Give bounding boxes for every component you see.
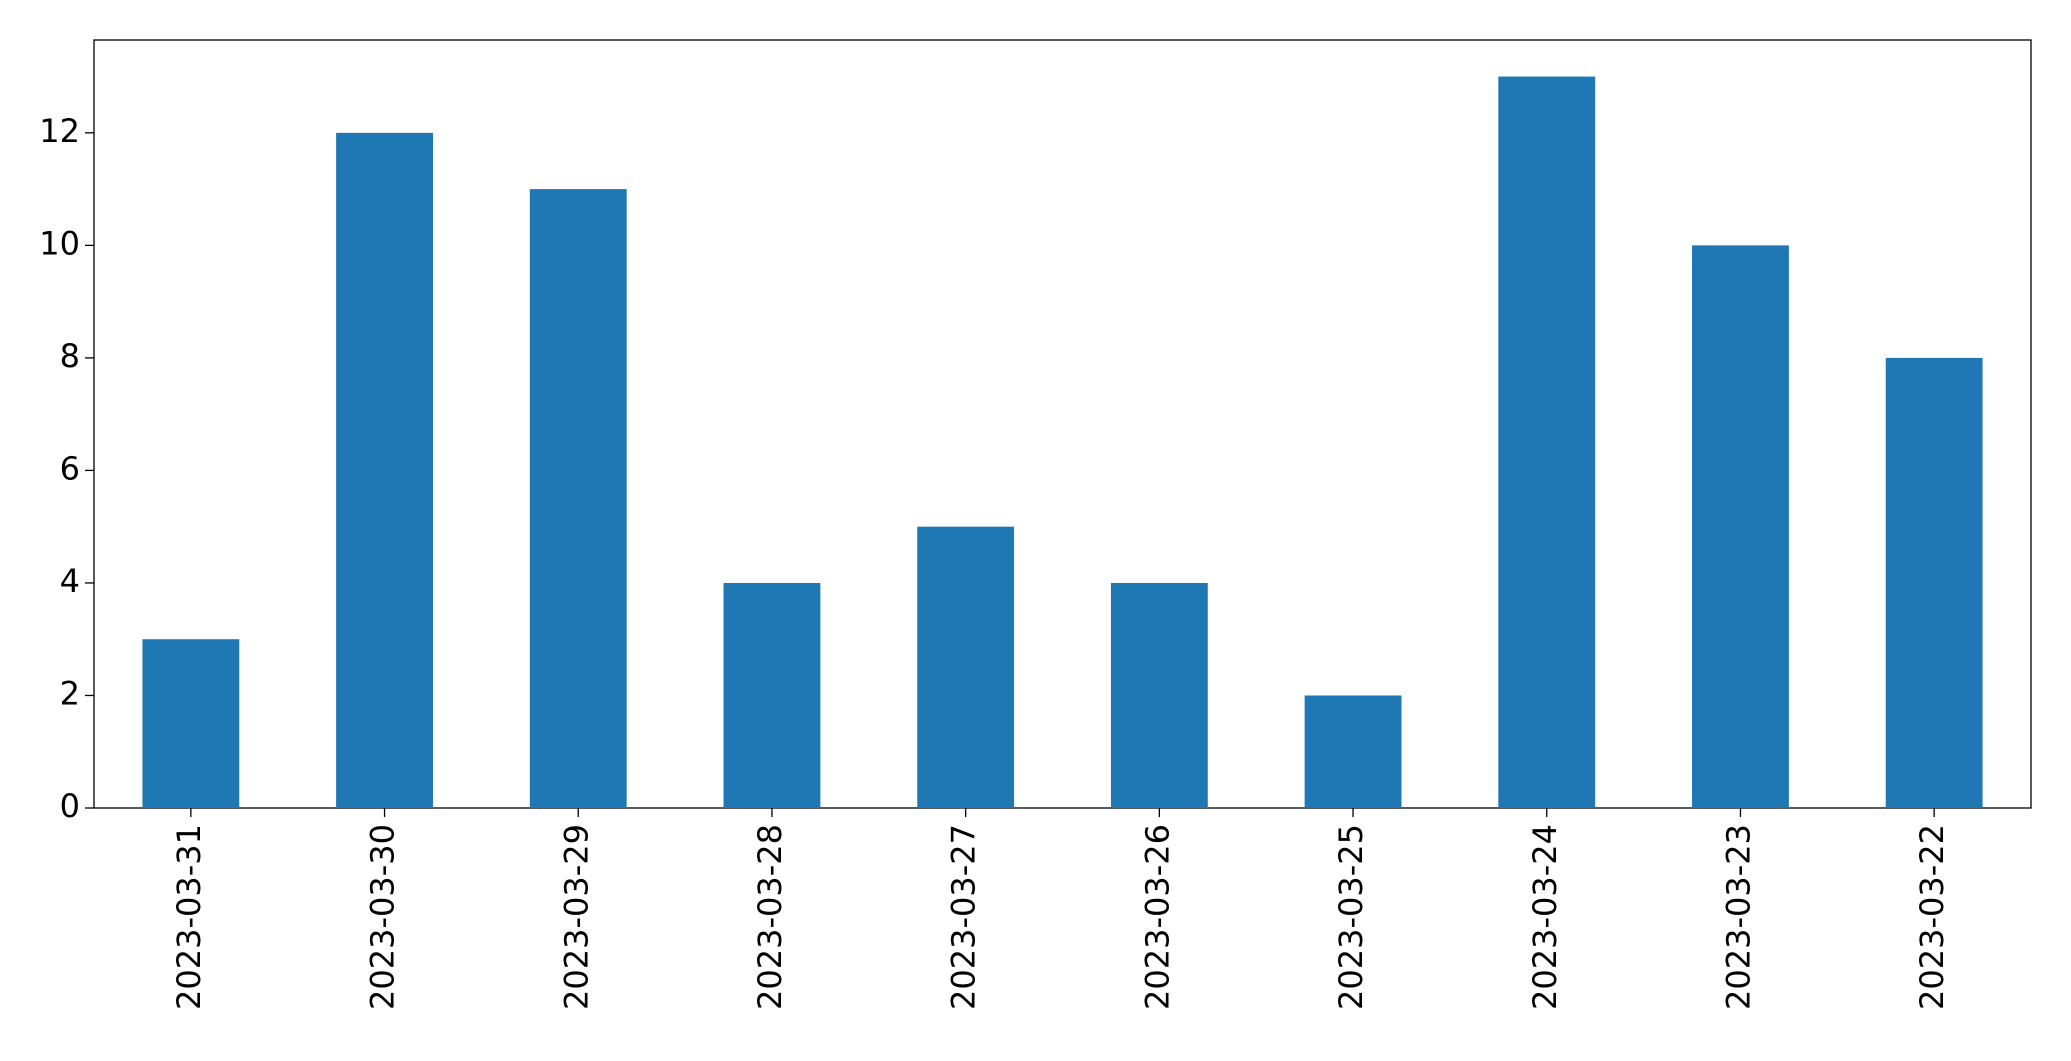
x-tick-label: 2023-03-23 bbox=[1719, 824, 1757, 1010]
y-tick-label: 6 bbox=[60, 449, 80, 487]
y-tick-label: 10 bbox=[39, 224, 80, 262]
y-tick-label: 4 bbox=[60, 562, 80, 600]
x-tick-label: 2023-03-24 bbox=[1526, 824, 1564, 1010]
y-tick-label: 0 bbox=[60, 787, 80, 825]
y-tick-label: 8 bbox=[60, 337, 80, 375]
bar bbox=[1885, 357, 1983, 808]
bar bbox=[1692, 245, 1789, 808]
y-tick-label: 2 bbox=[60, 674, 80, 712]
x-tick-label: 2023-03-29 bbox=[557, 824, 595, 1010]
x-tick-label: 2023-03-25 bbox=[1332, 824, 1370, 1010]
x-tick-label: 2023-03-26 bbox=[1138, 824, 1176, 1010]
x-tick-label: 2023-03-22 bbox=[1913, 824, 1951, 1010]
x-tick-label: 2023-03-30 bbox=[364, 824, 402, 1010]
bar bbox=[529, 189, 627, 809]
axes-frame bbox=[93, 39, 2032, 809]
x-tick-label: 2023-03-28 bbox=[751, 824, 789, 1010]
y-tick-label: 12 bbox=[39, 112, 80, 150]
x-tick-label: 2023-03-31 bbox=[170, 824, 208, 1010]
bar bbox=[723, 582, 821, 808]
bar bbox=[1110, 582, 1208, 808]
bar bbox=[142, 639, 240, 808]
bar bbox=[917, 526, 1015, 808]
bar bbox=[336, 132, 433, 809]
x-tick-label: 2023-03-27 bbox=[945, 824, 983, 1010]
bar bbox=[1304, 695, 1402, 808]
bar bbox=[1498, 76, 1596, 809]
